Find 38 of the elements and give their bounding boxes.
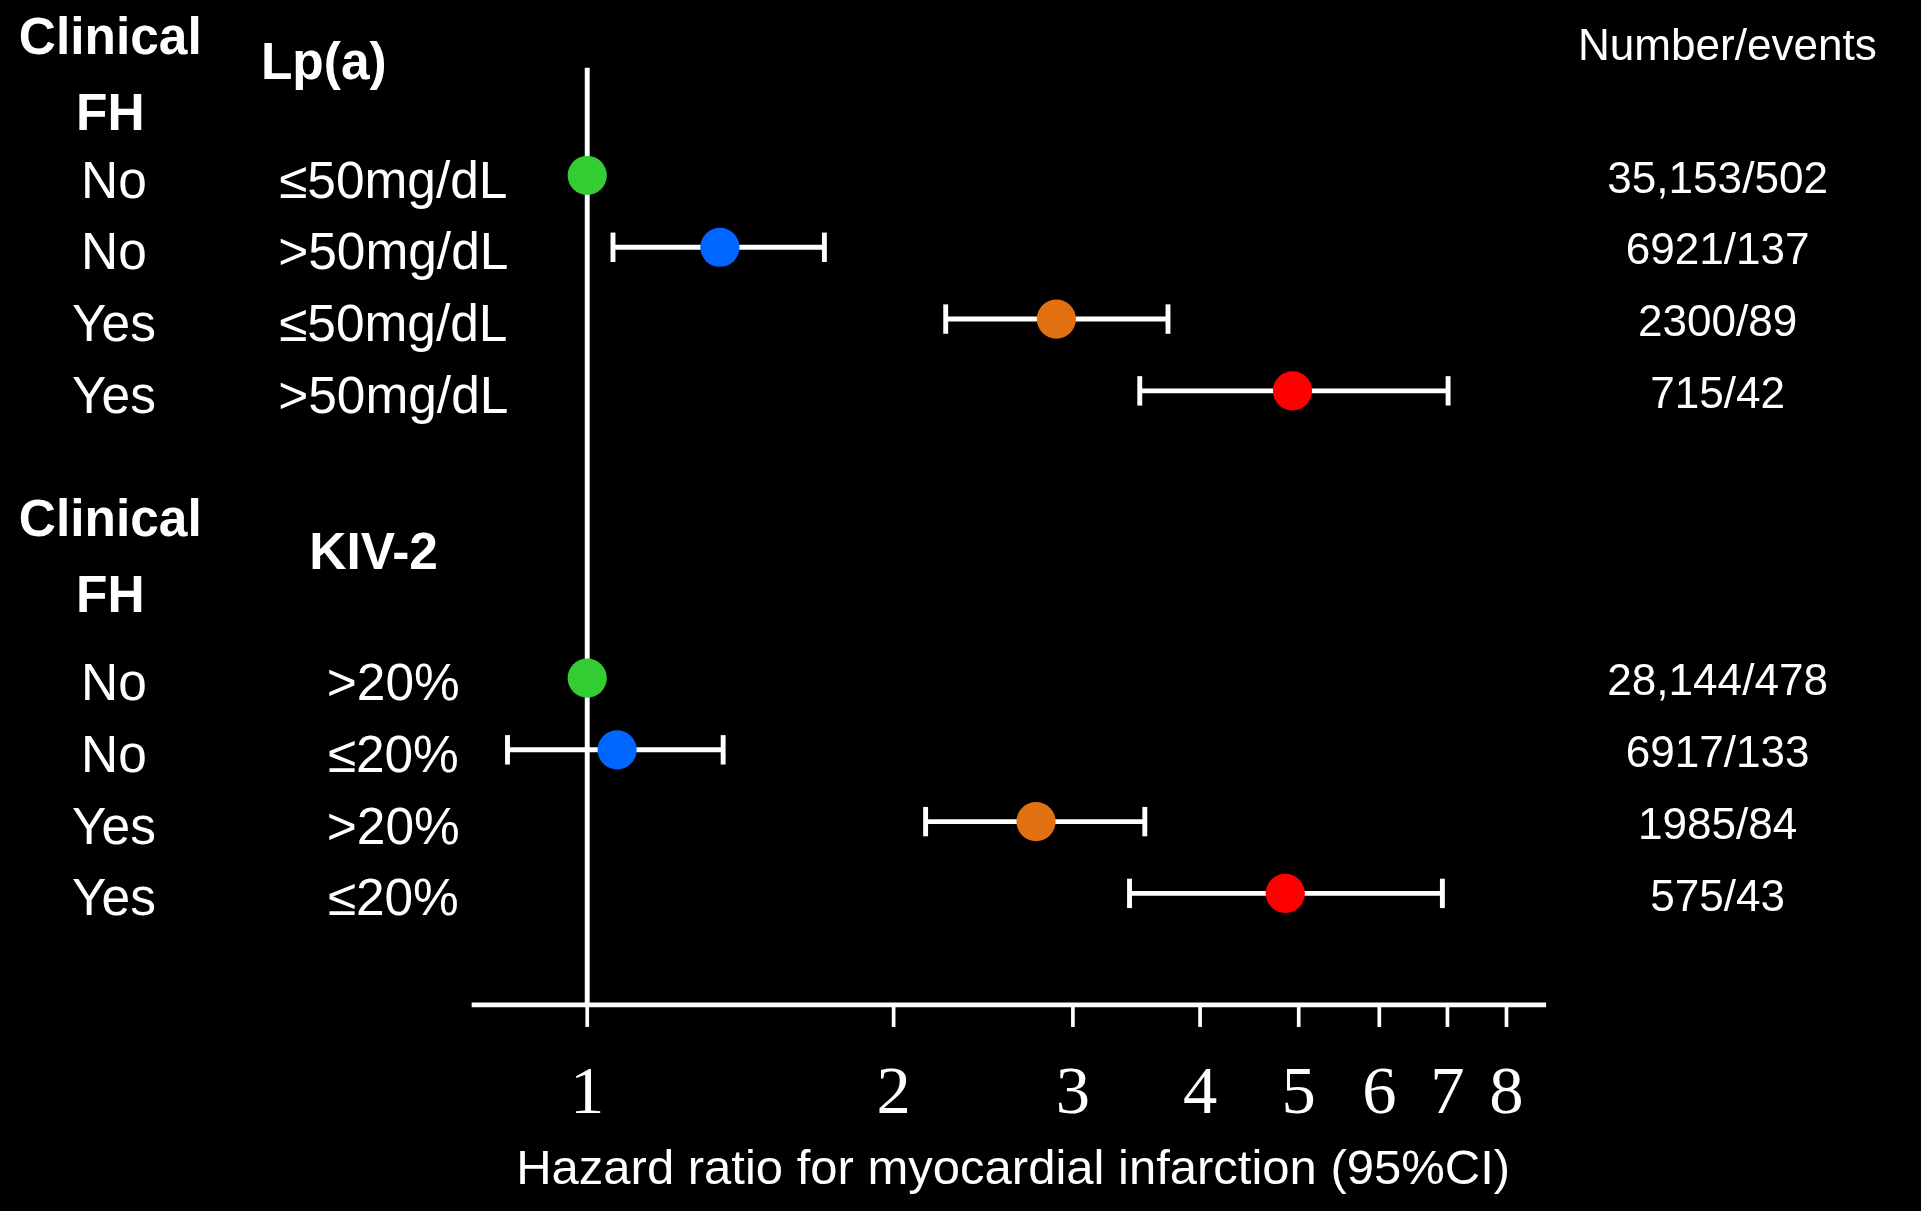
x-tick-label: 5	[1281, 1051, 1316, 1128]
x-tick-label: 6	[1362, 1051, 1397, 1128]
text: ≤20%	[327, 868, 459, 927]
y2-tick-label: 6921/137	[1625, 224, 1810, 274]
annotation: >50mg/dL	[278, 365, 509, 424]
y2-tick-label: 6917/133	[1625, 726, 1810, 776]
y-tick-label: No	[81, 222, 147, 281]
y-tick-label: Yes	[71, 796, 156, 855]
annotation: ≤50mg/dL	[279, 294, 508, 353]
x-axis-title: Hazard ratio for myocardial infarction (95%CI)	[516, 1139, 1511, 1194]
text: >20%	[326, 796, 460, 855]
y2-tick-label: 2300/89	[1637, 296, 1798, 346]
text: ≤20%	[327, 724, 459, 783]
y2-tick-label: 28,144/478	[1607, 655, 1828, 705]
y2-tick-label: 715/42	[1650, 368, 1786, 418]
text: >20%	[326, 653, 460, 712]
x-tick-label: 4	[1182, 1051, 1218, 1128]
y-tick-label: No	[81, 724, 147, 783]
x-tick-label: 1	[570, 1051, 605, 1128]
x-tick-label: 2	[876, 1051, 911, 1128]
x-tick-label: 3	[1055, 1051, 1091, 1128]
y-tick-label: Yes	[71, 868, 156, 927]
y2-tick-label: 35,153/502	[1607, 152, 1828, 202]
text: KIV-2	[309, 521, 438, 580]
text: Clinical FH	[18, 7, 202, 142]
text: Lp(a)	[260, 31, 387, 90]
x-tick-label: 7	[1430, 1051, 1465, 1128]
y-tick-label: Yes	[71, 365, 156, 424]
text: Number/events	[1577, 20, 1877, 70]
y-tick-label: No	[81, 150, 147, 209]
y2-tick-label: 1985/84	[1637, 798, 1798, 848]
text: Clinical FH	[18, 488, 202, 623]
y2-tick-label: 575/43	[1650, 870, 1786, 920]
y-tick-label: Yes	[71, 294, 156, 353]
annotation: ≤50mg/dL	[279, 150, 508, 209]
x-tick-label: 8	[1489, 1051, 1524, 1128]
annotation: >50mg/dL	[278, 222, 509, 281]
y-tick-label: No	[81, 653, 147, 712]
